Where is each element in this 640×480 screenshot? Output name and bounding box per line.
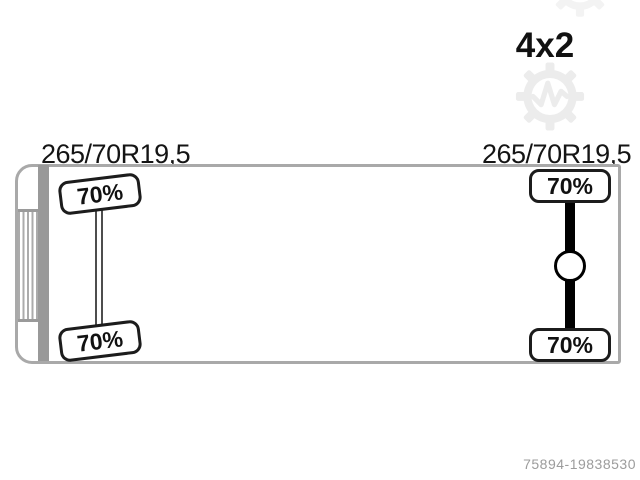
gear-pulse-icon bbox=[515, 62, 585, 131]
tire-rear-right: 70% bbox=[529, 328, 611, 362]
tire-tread-value: 70% bbox=[75, 324, 125, 357]
differential-icon bbox=[554, 250, 586, 282]
listing-id-watermark: 75894-19838530 bbox=[523, 456, 636, 472]
front-axle-line bbox=[95, 208, 103, 330]
tire-rear-left: 70% bbox=[529, 169, 611, 203]
tire-tread-value: 70% bbox=[546, 172, 594, 199]
drivetrain-config-label: 4x2 bbox=[515, 26, 575, 65]
cab-front-bar bbox=[38, 165, 49, 361]
tire-tread-value: 70% bbox=[75, 177, 125, 210]
tire-tread-value: 70% bbox=[546, 331, 594, 358]
cab-grille-hatching bbox=[18, 209, 38, 322]
gear-pulse-icon bbox=[555, 0, 605, 17]
